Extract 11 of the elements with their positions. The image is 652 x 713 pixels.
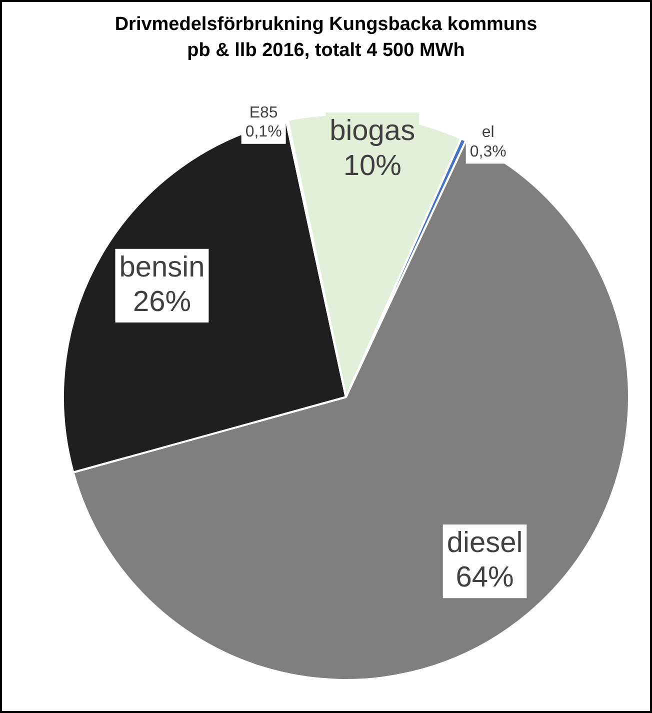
chart-title: Drivmedelsförbrukning Kungsbacka kommuns pb & llb 2016, totalt 4 500 MWh (114, 13, 538, 63)
data-label: 10% (343, 150, 402, 182)
data-label: 0,1% (245, 124, 282, 141)
slice-label: el (482, 124, 494, 142)
slice-label: diesel (446, 526, 523, 559)
slice-label: E85 (249, 104, 278, 122)
data-label: 64% (456, 562, 514, 594)
data-label: 0,3% (470, 143, 506, 160)
slice-label: biogas (330, 114, 416, 147)
data-label: 26% (132, 286, 191, 318)
slice-label: bensin (119, 251, 205, 284)
